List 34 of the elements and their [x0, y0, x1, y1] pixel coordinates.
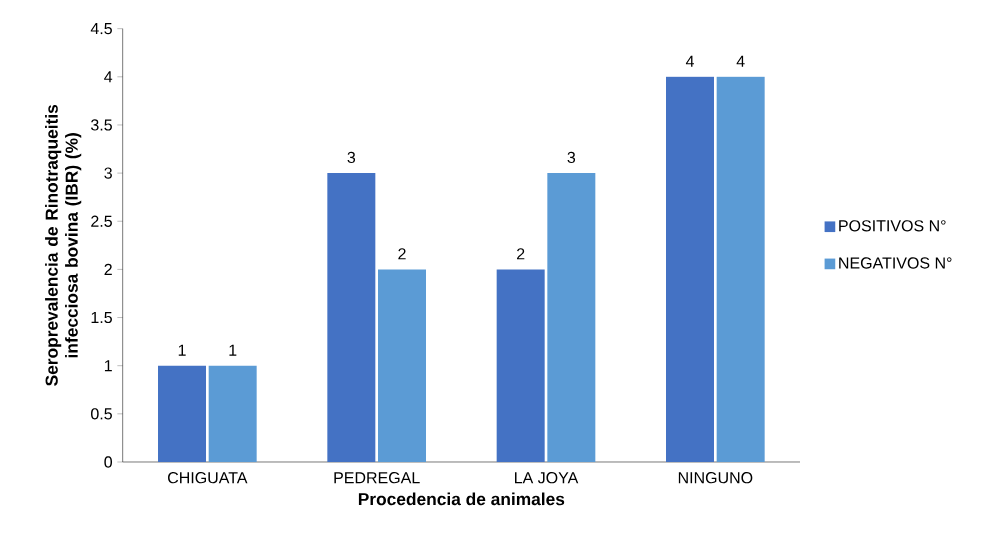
bar — [208, 365, 257, 462]
bar — [327, 173, 376, 462]
bar — [547, 173, 596, 462]
bar — [378, 269, 427, 462]
y-tick-label: 1 — [104, 360, 112, 372]
y-tick-label: 3 — [104, 167, 112, 179]
bar — [496, 269, 545, 462]
y-tick-label: 4.5 — [90, 23, 112, 35]
y-tick-label: 0.5 — [91, 408, 112, 420]
y-axis-title: Seroprevalencia de Rinotraqueitis infecciosa bovina (IBR) (%) — [45, 104, 82, 386]
x-axis-title: Procedencia de animales — [358, 492, 565, 506]
y-tick-label: 3.5 — [91, 119, 112, 131]
y-tick-label: 2 — [104, 263, 112, 275]
data-label: 2 — [517, 248, 525, 260]
bar — [666, 76, 714, 462]
y-tick-label: 0 — [104, 456, 113, 468]
y-tick-label: 2.5 — [91, 215, 112, 227]
bar — [716, 76, 765, 462]
data-label: 1 — [229, 344, 237, 356]
data-label: 3 — [347, 151, 356, 164]
legend-label: NEGATIVOS N° — [839, 257, 952, 269]
data-label: 4 — [685, 55, 694, 67]
bar — [158, 365, 207, 462]
data-label: 2 — [398, 248, 406, 260]
data-label: 1 — [178, 344, 186, 356]
x-tick-label: NINGUNO — [678, 472, 753, 484]
legend-label: POSITIVOS N° — [839, 220, 946, 232]
data-label: 4 — [736, 55, 745, 67]
y-tick-label: 4 — [104, 71, 113, 83]
y-tick-label: 1.5 — [91, 311, 112, 324]
x-tick-label: CHIGUATA — [168, 472, 248, 484]
x-tick-label: PEDREGAL — [334, 472, 420, 484]
x-tick-label: LA JOYA — [515, 472, 579, 484]
data-label: 3 — [567, 151, 576, 164]
